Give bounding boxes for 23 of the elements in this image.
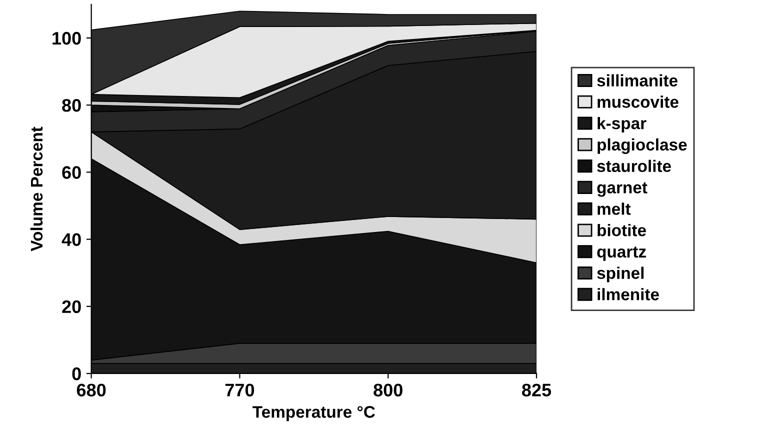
legend-label: melt [598,202,631,215]
legend-label: spinel [597,266,644,282]
legend-label: staurolite [597,160,671,172]
x-tick-label: 800 [374,384,402,396]
legend-label: k-spar [598,117,646,133]
legend-label: ilmenite [598,288,659,300]
legend-label: sillimanite [597,74,678,87]
y-axis-title: Volume Percent [30,126,43,252]
y-tick-label: 40 [62,233,81,246]
legend-label: quartz [597,246,646,261]
legend-label: garnet [597,182,648,197]
x-tick-label: 680 [76,384,106,396]
legend-label: muscovite [598,96,678,108]
y-tick-label: 0 [72,367,81,380]
legend-label: biotite [598,224,646,236]
y-tick-label: 20 [62,300,81,314]
legend-label: plagioclase [598,138,687,154]
x-tick-label: 770 [225,384,254,396]
y-tick-label: 100 [52,32,81,45]
x-axis-title: Temperature °C [252,406,375,422]
x-tick-label: 825 [522,384,552,396]
y-tick-label: 80 [62,99,81,112]
y-tick-label: 60 [62,166,81,179]
